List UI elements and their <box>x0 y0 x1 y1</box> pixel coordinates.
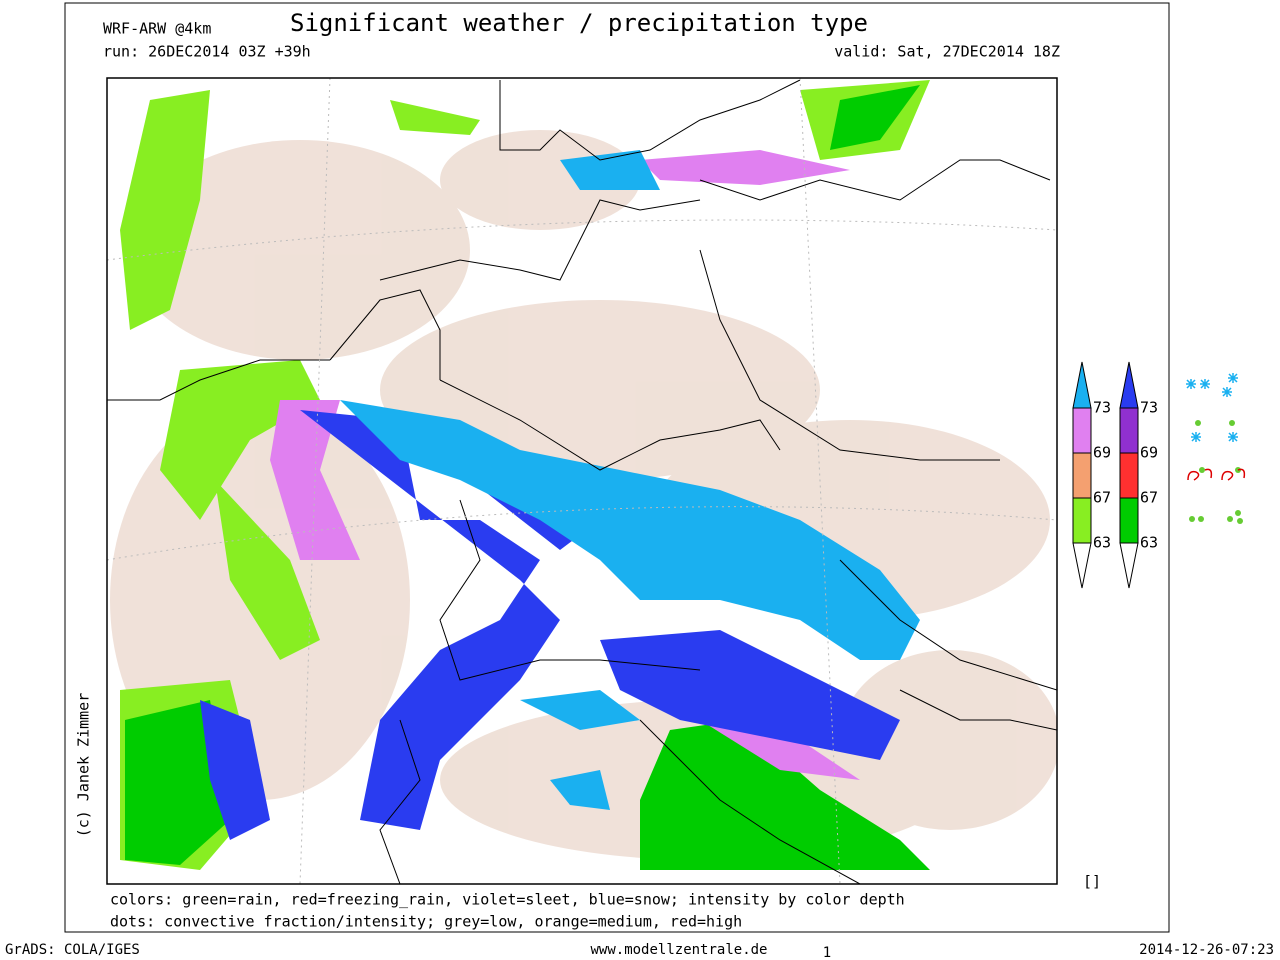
colorbar-label: 67 <box>1093 489 1111 507</box>
colorbar-cap <box>1119 542 1139 589</box>
run: run: 26DEC2014 03Z +39h <box>103 43 311 61</box>
footer-left: GrADS: COLA/IGES <box>5 942 140 958</box>
legend-box: [] <box>1083 873 1101 891</box>
valid: valid: Sat, 27DEC2014 18Z <box>834 43 1060 61</box>
credit: (c) Janek Zimmer <box>75 693 93 838</box>
footer-center: www.modellzentrale.de <box>590 942 767 958</box>
title: Significant weather / precipitation type <box>290 9 868 37</box>
colorbar-cap <box>1072 542 1092 589</box>
note: colors: green=rain, red=freezing_rain, v… <box>110 891 905 909</box>
symbols <box>1186 373 1246 524</box>
footer-right: 2014-12-26-07:23 <box>1139 942 1274 958</box>
colorbar-segment <box>1072 452 1092 499</box>
colorbar-label: 63 <box>1093 534 1111 552</box>
colorbar-segment <box>1072 407 1092 454</box>
colorbar-label: 67 <box>1140 489 1158 507</box>
colorbar-segment <box>1119 497 1139 544</box>
colorbar-segment <box>1119 452 1139 499</box>
page-number: 1 <box>823 945 831 960</box>
note: dots: convective fraction/intensity; gre… <box>110 913 742 931</box>
colorbar-label: 73 <box>1093 399 1111 417</box>
colorbars: 73 69 67 63 73 69 67 63 <box>1072 361 1158 589</box>
model: WRF-ARW @4km <box>103 20 211 38</box>
map <box>106 77 1058 885</box>
colorbar-segment <box>1072 497 1092 544</box>
colorbar-segment <box>1119 407 1139 454</box>
colorbar-label: 69 <box>1140 444 1158 462</box>
colorbar-label: 73 <box>1140 399 1158 417</box>
colorbar-label: 63 <box>1140 534 1158 552</box>
colorbar-label: 69 <box>1093 444 1111 462</box>
